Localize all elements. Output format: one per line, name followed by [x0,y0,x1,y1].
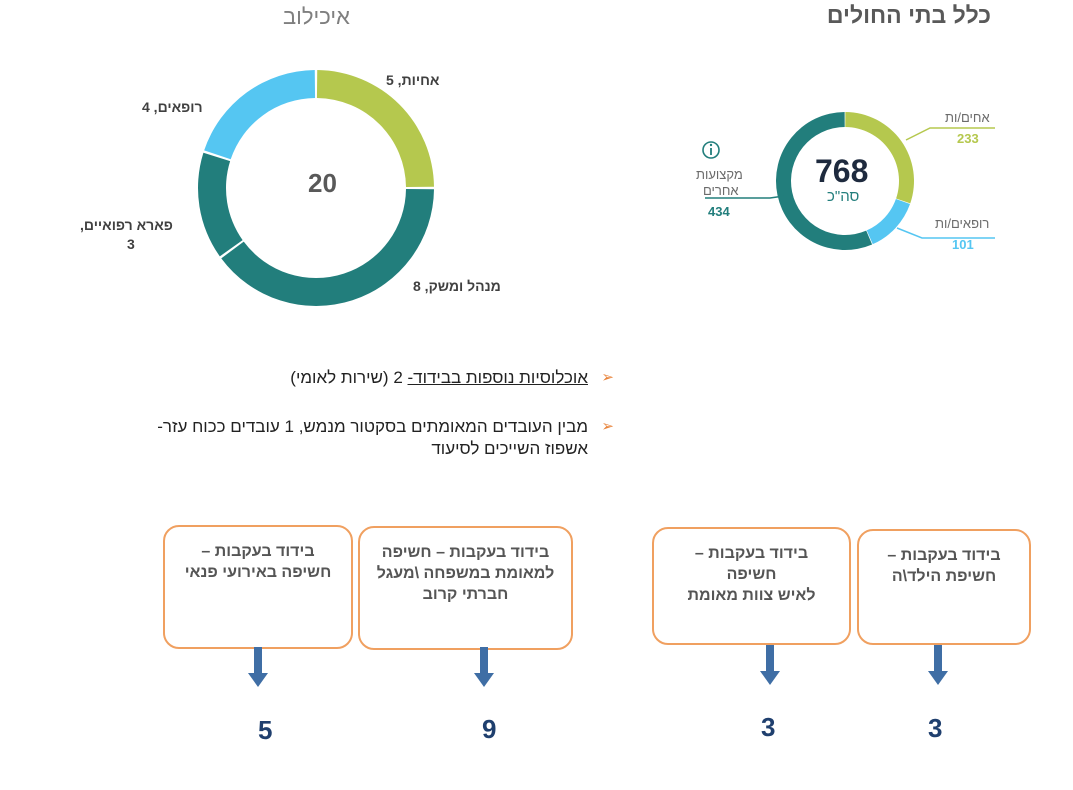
bullet-auxiliary-workers: ➢ מבין העובדים המאומתים בסקטור מנמש, 1 ע… [157,416,614,460]
count-leisure: 5 [258,715,273,745]
box-line: חשיפה באירועי פנאי [184,564,332,581]
hospitals-nurses-label: אחים/ות [945,110,990,125]
box-line: לאיש צוות מאומת [687,587,816,604]
slice-רופאים [204,70,316,160]
hospitals-other-label-2: אחרים [703,183,739,198]
slice-אחיות [316,70,434,188]
box-line: חברתי קרוב [422,586,509,603]
label-admin: מנהל ומשק, 8 [413,278,501,294]
box-line: בידוד בעקבות – [694,545,809,562]
box-family-exposure: בידוד בעקבות – חשיפה למאומת במשפחה \מעגל… [358,526,573,650]
hospitals-other-value: 434 [708,204,730,219]
all-hospitals-title: כלל בתי החולים [826,2,991,28]
label-paramedical: פארא רפואיים, [80,217,173,233]
box-leisure-exposure: בידוד בעקבות – חשיפה באירועי פנאי [163,525,353,649]
box-line: חשיפת הילד\ה [891,568,997,585]
ichilov-donut-chart [198,70,434,306]
count-staff: 3 [761,712,776,742]
down-arrow-icon [928,645,948,685]
count-child: 3 [928,713,943,743]
ichilov-total: 20 [308,168,337,198]
label-nurses: אחיות, 5 [386,72,440,88]
box-line: חשיפה [726,566,777,583]
box-child-exposure: בידוד בעקבות – חשיפת הילד\ה [857,529,1031,645]
slice-אחים/ות [845,112,914,204]
box-staff-exposure: בידוד בעקבות – חשיפה לאיש צוות מאומת [652,527,851,645]
leader-line-nurses [905,127,995,141]
ichilov-title: איכילוב [283,4,350,29]
bullet-auxiliary-line2: אשפוז השייכים לסיעוד [431,439,588,458]
bullet-isolation-link[interactable]: אוכלוסיות נוספות בבידוד- [407,368,588,387]
label-paramedical-value: 3 [127,236,135,252]
leader-line-other [705,195,785,199]
slice-מקצועות-אחרים [775,112,873,251]
hospitals-doctors-label: רופאים/ות [935,216,990,231]
hospitals-other-label-1: מקצועות [696,167,743,182]
bullet-arrow-icon: ➢ [601,369,614,386]
box-line: בידוד בעקבות – חשיפה [381,544,550,561]
hospitals-total: 768 [815,153,869,189]
down-arrow-icon [248,647,268,687]
down-arrow-icon [760,645,780,685]
count-family: 9 [482,714,497,744]
leader-line-doctors [896,227,995,239]
bullet-arrow-icon: ➢ [601,418,614,435]
box-line: בידוד בעקבות – [201,543,315,560]
label-doctors: רופאים, 4 [142,99,203,115]
hospitals-nurses-value: 233 [957,131,979,146]
slice-מנהל-ומשק [221,188,434,306]
bullet-isolation-other: ➢ אוכלוסיות נוספות בבידוד- 2 (שירות לאומ… [290,368,614,388]
slice-פארא-רפואיים [198,152,243,257]
bullet-isolation-rest: 2 (שירות לאומי) [290,368,408,387]
slice-רופאים/ות [866,199,911,245]
bullet-auxiliary-line1: מבין העובדים המאומתים בסקטור מנמש, 1 עוב… [157,417,588,436]
hospitals-total-caption: סה"כ [827,188,860,205]
all-hospitals-donut-chart [775,112,914,251]
box-line: בידוד בעקבות – [887,547,1001,564]
info-icon [702,141,720,159]
down-arrow-icon [474,647,494,687]
box-line: למאומת במשפחה \מעגל [376,565,555,582]
hospitals-doctors-value: 101 [952,237,974,252]
